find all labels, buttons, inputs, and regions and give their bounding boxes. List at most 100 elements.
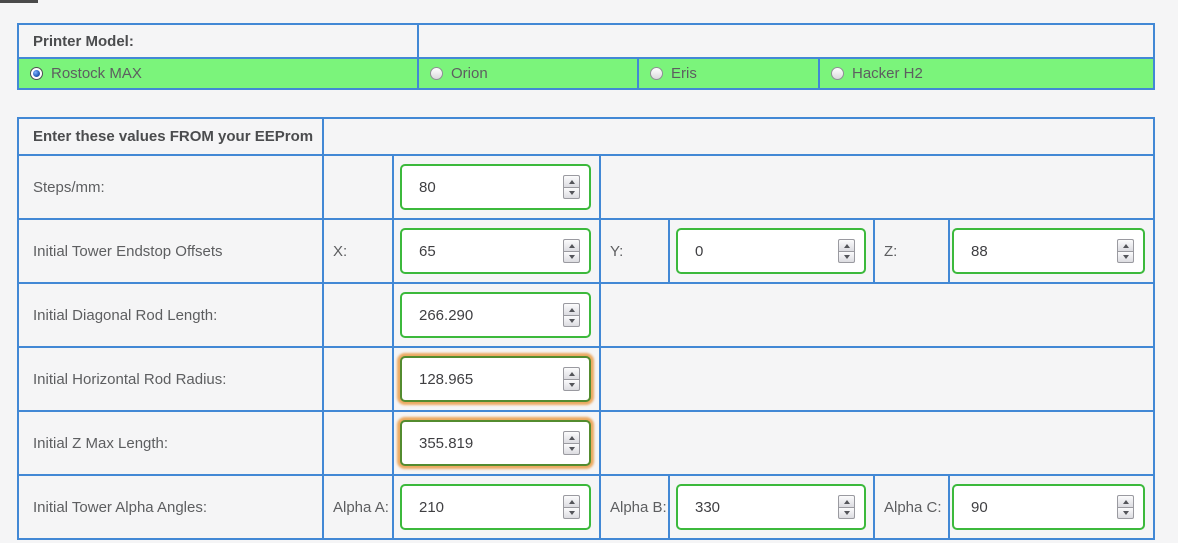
field-prefix [324,412,394,474]
spinner-up-button[interactable] [838,495,855,507]
field-prefix: Alpha A: [324,476,394,538]
row-steps-per-mm: Steps/mm: [19,156,1153,220]
field-prefix: Z: [875,220,950,282]
spinner [563,431,580,455]
input-cell [394,220,601,282]
spinner-down-button[interactable] [563,379,580,391]
input-cell [950,476,1153,538]
horizontal-rod-radius-input-field[interactable] [419,370,529,388]
spinner [1117,495,1134,519]
empty-cell [419,25,1153,57]
alpha-b-input[interactable] [676,484,866,530]
field-prefix [324,348,394,410]
eeprom-header-row: Enter these values FROM your EEProm [19,119,1153,156]
spinner [838,495,855,519]
spinner-down-button[interactable] [838,507,855,519]
diagonal-rod-length-input-field[interactable] [419,306,529,324]
spinner-down-button[interactable] [838,251,855,263]
alpha-c-input[interactable] [952,484,1145,530]
spinner-down-button[interactable] [563,507,580,519]
printer-model-header: Printer Model: [19,25,419,57]
row-tower-alpha-angles: Initial Tower Alpha Angles: Alpha A: Alp… [19,476,1153,538]
input-cell [394,476,601,538]
spinner-up-button[interactable] [563,431,580,443]
printer-option-label: Rostock MAX [51,65,142,82]
row-horizontal-rod-radius: Initial Horizontal Rod Radius: [19,348,1153,412]
radio-icon[interactable] [30,67,43,80]
radio-icon[interactable] [650,67,663,80]
spinner-up-button[interactable] [563,495,580,507]
endstop-y-input[interactable] [676,228,866,274]
diagonal-rod-length-input[interactable] [400,292,591,338]
alpha-c-input-field[interactable] [971,498,1081,516]
row-label: Initial Horizontal Rod Radius: [19,348,324,410]
endstop-y-input-field[interactable] [695,242,805,260]
input-cell [950,220,1153,282]
empty-cell [324,119,1153,154]
steps-per-mm-input[interactable] [400,164,591,210]
endstop-z-input-field[interactable] [971,242,1081,260]
spinner [563,303,580,327]
z-max-length-input-field[interactable] [419,434,529,452]
row-label: Initial Z Max Length: [19,412,324,474]
field-prefix [324,156,394,218]
spinner-up-button[interactable] [1117,495,1134,507]
spinner-up-button[interactable] [563,303,580,315]
z-max-length-input[interactable] [400,420,591,466]
printer-option-orion[interactable]: Orion [419,59,639,88]
radio-icon[interactable] [430,67,443,80]
endstop-x-input-field[interactable] [419,242,529,260]
spinner [563,367,580,391]
spinner-up-button[interactable] [1117,239,1134,251]
spinner-down-button[interactable] [563,315,580,327]
printer-model-options-row: Rostock MAX Orion Eris Hacker H2 [19,59,1153,88]
printer-option-rostock-max[interactable]: Rostock MAX [19,59,419,88]
field-prefix: Alpha C: [875,476,950,538]
spinner [838,239,855,263]
printer-model-header-row: Printer Model: [19,25,1153,59]
input-cell [394,412,601,474]
spinner-down-button[interactable] [563,443,580,455]
printer-option-eris[interactable]: Eris [639,59,820,88]
empty-cell [601,156,1153,218]
alpha-b-input-field[interactable] [695,498,805,516]
spinner-down-button[interactable] [563,251,580,263]
input-cell [670,220,875,282]
horizontal-rod-radius-input[interactable] [400,356,591,402]
spinner-down-button[interactable] [1117,251,1134,263]
alpha-a-input[interactable] [400,484,591,530]
printer-option-hacker-h2[interactable]: Hacker H2 [820,59,1153,88]
spinner [563,239,580,263]
alpha-a-input-field[interactable] [419,498,529,516]
printer-option-label: Eris [671,65,697,82]
spinner-up-button[interactable] [838,239,855,251]
spinner-up-button[interactable] [563,367,580,379]
printer-model-table: Printer Model: Rostock MAX Orion Eris Ha… [17,23,1155,90]
spinner-down-button[interactable] [1117,507,1134,519]
spinner [563,175,580,199]
field-prefix [324,284,394,346]
input-cell [394,348,601,410]
page-edge-fragment [0,0,38,3]
spinner-up-button[interactable] [563,239,580,251]
row-z-max-length: Initial Z Max Length: [19,412,1153,476]
spinner-up-button[interactable] [563,175,580,187]
row-label: Steps/mm: [19,156,324,218]
radio-icon[interactable] [831,67,844,80]
field-prefix: Y: [601,220,670,282]
empty-cell [601,412,1153,474]
eeprom-table-header: Enter these values FROM your EEProm [19,119,324,154]
field-prefix: Alpha B: [601,476,670,538]
row-diagonal-rod-length: Initial Diagonal Rod Length: [19,284,1153,348]
input-cell [670,476,875,538]
endstop-x-input[interactable] [400,228,591,274]
row-endstop-offsets: Initial Tower Endstop Offsets X: Y: [19,220,1153,284]
input-cell [394,156,601,218]
eeprom-values-table: Enter these values FROM your EEProm Step… [17,117,1155,540]
spinner-down-button[interactable] [563,187,580,199]
field-prefix: X: [324,220,394,282]
endstop-z-input[interactable] [952,228,1145,274]
steps-per-mm-input-field[interactable] [419,178,529,196]
printer-option-label: Hacker H2 [852,65,923,82]
calibration-form: Printer Model: Rostock MAX Orion Eris Ha… [17,23,1155,540]
